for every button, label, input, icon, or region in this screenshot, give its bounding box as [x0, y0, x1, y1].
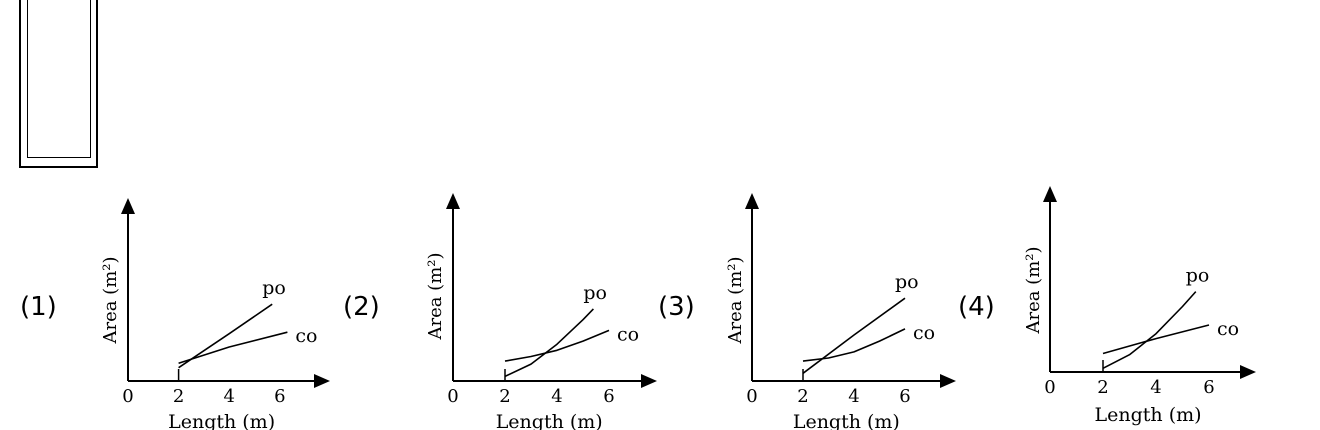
- y-axis-arrowhead: [745, 193, 759, 209]
- y-axis-label: Area (m²): [1023, 246, 1044, 334]
- series-line-po: [1102, 291, 1197, 370]
- y-axis-arrowhead: [446, 193, 460, 209]
- x-tick-label: 2: [1097, 377, 1108, 398]
- y-axis-label: Area (m²): [725, 256, 746, 344]
- x-tick-label: 0: [746, 386, 757, 407]
- x-axis-arrowhead: [314, 374, 330, 388]
- rectangle-outer-border: [19, 0, 98, 168]
- x-tick-label: 4: [848, 386, 859, 407]
- x-tick-label: 0: [122, 386, 133, 407]
- y-axis-label: Area (m²): [100, 256, 121, 344]
- x-axis-label: Length (m): [168, 411, 275, 430]
- y-axis-arrowhead: [1043, 186, 1057, 202]
- series-line-po: [178, 303, 273, 369]
- x-tick-label: 4: [1150, 377, 1161, 398]
- series-label-po: po: [895, 271, 919, 293]
- x-axis-arrowhead: [641, 374, 657, 388]
- x-tick-label: 2: [797, 386, 808, 407]
- x-tick-label: 4: [551, 386, 562, 407]
- panel-label: (4): [958, 292, 995, 322]
- x-tick-label: 6: [274, 386, 285, 407]
- x-tick-label: 2: [173, 386, 184, 407]
- x-tick-label: 2: [499, 386, 510, 407]
- x-tick-label: 6: [603, 386, 614, 407]
- rectangle-inner-border: [27, 0, 91, 158]
- x-axis-arrowhead: [1240, 365, 1256, 379]
- x-tick-label: 0: [447, 386, 458, 407]
- panel-label: (3): [658, 292, 695, 322]
- x-tick-label: 6: [1203, 377, 1214, 398]
- series-label-po: po: [1186, 265, 1210, 287]
- panel-label: (1): [20, 292, 57, 322]
- x-axis-arrowhead: [940, 374, 956, 388]
- x-axis-label: Length (m): [496, 411, 603, 430]
- series-label-co: co: [295, 325, 317, 347]
- panel-label: (2): [343, 292, 380, 322]
- series-label-po: po: [583, 282, 607, 304]
- x-tick-label: 6: [899, 386, 910, 407]
- x-axis-label: Length (m): [793, 411, 900, 430]
- series-label-co: co: [1217, 318, 1239, 340]
- series-line-po: [802, 297, 906, 374]
- series-line-po: [504, 308, 594, 378]
- y-axis-label: Area (m²): [425, 252, 446, 340]
- y-axis-arrowhead: [121, 198, 135, 214]
- x-tick-label: 4: [223, 386, 234, 407]
- x-tick-label: 0: [1044, 377, 1055, 398]
- series-line-co: [1102, 324, 1210, 355]
- series-label-co: co: [913, 322, 935, 344]
- series-label-co: co: [617, 323, 639, 345]
- series-line-co: [178, 331, 288, 365]
- x-axis-label: Length (m): [1095, 404, 1202, 426]
- series-line-co: [504, 329, 610, 362]
- series-label-po: po: [262, 277, 286, 299]
- series-line-co: [802, 328, 906, 362]
